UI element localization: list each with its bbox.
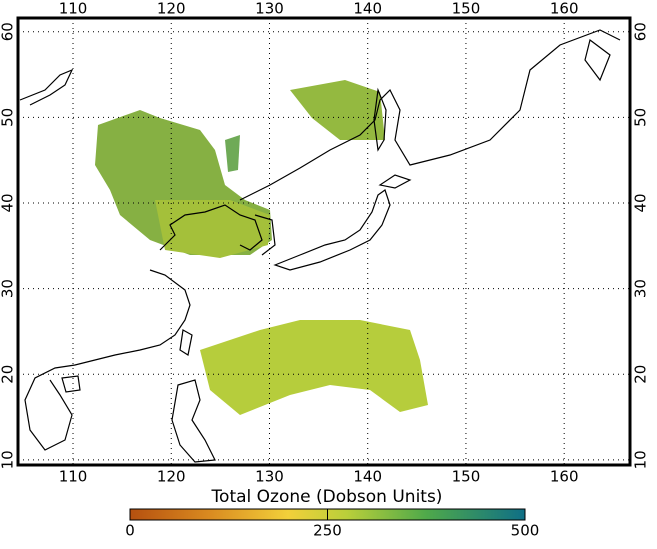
lat-label-right: 10: [632, 450, 650, 469]
colorbar-tick-label: 0: [125, 522, 135, 540]
lat-label-right: 30: [632, 279, 650, 298]
tick-labels: 110 110 120 120 130 130 140 140 150 150 160 160 10 10…: [0, 0, 650, 486]
lon-label-bottom: 160: [550, 468, 579, 486]
coastline: [24, 269, 191, 451]
lon-label-top: 120: [157, 0, 186, 18]
lat-label-right: 60: [632, 22, 650, 41]
coastline: [61, 375, 81, 393]
lat-label-left: 40: [0, 193, 17, 212]
coastline: [584, 38, 611, 82]
lat-label-left: 30: [0, 279, 17, 298]
colorbar-ticks: 0 250 500: [125, 509, 539, 540]
lon-label-bottom: 150: [452, 468, 481, 486]
lon-label-bottom: 130: [255, 468, 284, 486]
coastline: [171, 379, 216, 463]
coastline: [254, 214, 276, 256]
lon-label-bottom: 140: [353, 468, 382, 486]
coastline: [239, 29, 621, 201]
ozone-patch: [155, 200, 270, 258]
graticule: [18, 18, 630, 465]
ozone-patch: [200, 320, 428, 415]
lon-label-bottom: 110: [59, 468, 88, 486]
lat-label-right: 50: [632, 108, 650, 127]
lat-label-left: 50: [0, 108, 17, 127]
lon-label-top: 140: [353, 0, 382, 18]
colorbar-tick-label: 250: [313, 522, 342, 540]
ozone-patches: [95, 80, 428, 415]
lon-label-top: 160: [550, 0, 579, 18]
lon-label-top: 150: [452, 0, 481, 18]
map-frame: [16, 16, 632, 467]
lat-label-left: 10: [0, 450, 17, 469]
lat-label-left: 60: [0, 22, 17, 41]
coastline: [273, 189, 391, 271]
lon-label-top: 110: [59, 0, 88, 18]
coastline: [19, 68, 74, 106]
lon-label-top: 130: [255, 0, 284, 18]
lat-label-left: 20: [0, 365, 17, 384]
coastline: [373, 87, 387, 152]
ozone-patch: [225, 135, 240, 172]
colorbar-tick-label: 500: [511, 522, 540, 540]
coastline: [179, 329, 193, 356]
lat-label-right: 20: [632, 365, 650, 384]
coastline: [378, 174, 412, 189]
colorbar-title: Total Ozone (Dobson Units): [211, 487, 443, 507]
lat-label-right: 40: [632, 193, 650, 212]
lon-label-bottom: 120: [157, 468, 186, 486]
ozone-patch: [290, 80, 385, 140]
